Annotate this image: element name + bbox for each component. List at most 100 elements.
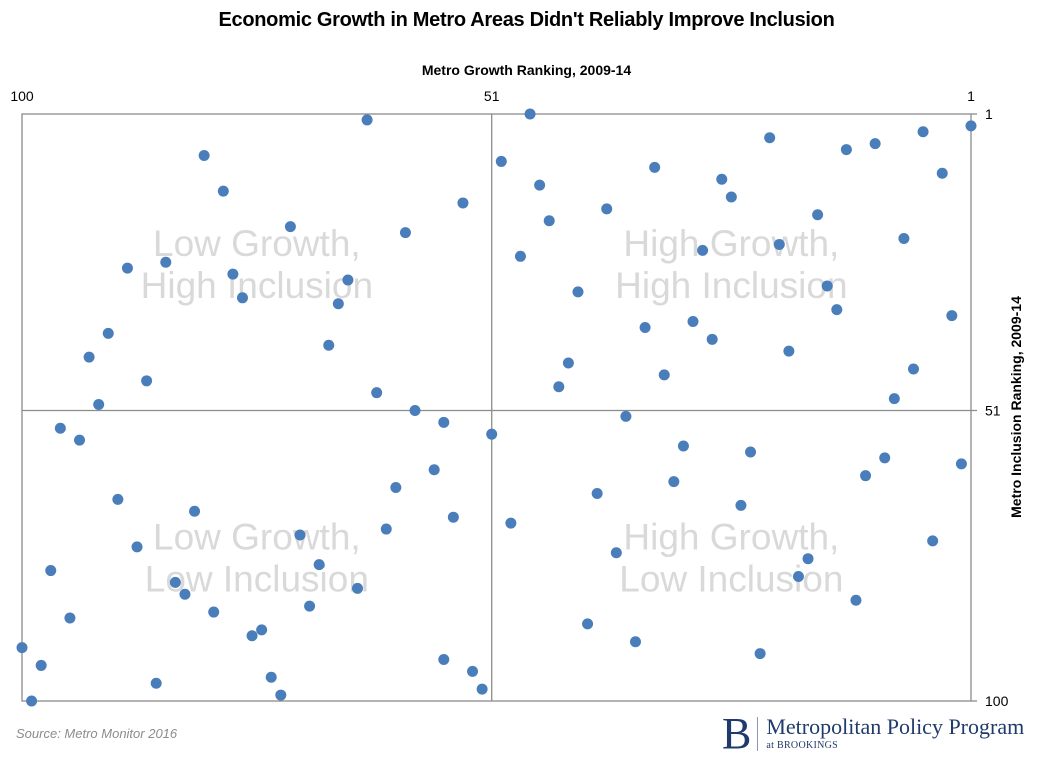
quadrant-label-line1: High Growth, <box>623 223 839 264</box>
quadrant-label-line1: High Growth, <box>623 517 839 558</box>
data-point <box>179 588 191 600</box>
quadrant-label-line2: High Inclusion <box>141 265 373 306</box>
data-point <box>93 399 105 411</box>
data-point <box>352 582 364 594</box>
quadrant-label-line1: Low Growth, <box>153 223 361 264</box>
data-point <box>45 565 57 577</box>
data-point <box>495 155 507 167</box>
data-point <box>208 606 220 618</box>
data-point <box>927 535 939 547</box>
data-point <box>169 576 181 588</box>
data-point <box>783 345 795 357</box>
data-point <box>965 120 977 132</box>
data-point <box>227 268 239 280</box>
data-point <box>562 357 574 369</box>
data-point <box>543 215 555 227</box>
quadrant-label-line2: High Inclusion <box>615 265 847 306</box>
data-point <box>812 209 824 221</box>
logo-divider <box>757 717 759 751</box>
x-tick-label: 51 <box>484 88 500 104</box>
data-point <box>246 630 258 642</box>
data-point <box>141 375 153 387</box>
x-tick-label: 1 <box>967 88 975 104</box>
y-tick-label: 51 <box>985 402 1001 418</box>
data-point <box>649 161 661 173</box>
data-point <box>792 570 804 582</box>
data-point <box>16 642 28 654</box>
data-point <box>907 363 919 375</box>
data-point <box>946 310 958 322</box>
data-point <box>217 185 229 197</box>
data-point <box>773 238 785 250</box>
data-point <box>112 493 124 505</box>
data-point <box>486 428 498 440</box>
data-point <box>189 505 201 517</box>
data-point <box>639 321 651 333</box>
data-point <box>284 221 296 233</box>
data-point <box>831 304 843 316</box>
data-point <box>735 499 747 511</box>
logo-letter: B <box>722 709 752 758</box>
y-tick-label: 1 <box>985 106 993 122</box>
data-point <box>869 138 881 150</box>
data-point <box>591 487 603 499</box>
data-point <box>677 440 689 452</box>
data-point <box>879 452 891 464</box>
data-point <box>83 351 95 363</box>
data-point <box>706 333 718 345</box>
data-point <box>390 482 402 494</box>
plot-frame <box>21 113 972 702</box>
data-point <box>754 648 766 660</box>
data-point <box>371 387 383 399</box>
data-point <box>668 476 680 488</box>
data-point <box>64 612 76 624</box>
data-point <box>850 594 862 606</box>
data-point <box>198 150 210 162</box>
data-point <box>505 517 517 529</box>
data-point <box>840 144 852 156</box>
data-point <box>160 256 172 268</box>
chart-title: Economic Growth in Metro Areas Didn't Re… <box>218 9 835 31</box>
quadrant-label-line1: Low Growth, <box>153 517 361 558</box>
data-point <box>658 369 670 381</box>
data-point <box>955 458 967 470</box>
data-point <box>620 410 632 422</box>
data-point <box>629 636 641 648</box>
data-point <box>457 197 469 209</box>
brookings-logo: B Metropolitan Policy Program at BROOKIN… <box>722 712 1024 756</box>
data-point <box>745 446 757 458</box>
data-point <box>821 280 833 292</box>
x-tick-label: 100 <box>10 88 34 104</box>
data-point <box>121 262 133 274</box>
data-point <box>131 541 143 553</box>
data-point <box>697 244 709 256</box>
data-point <box>610 547 622 559</box>
data-point <box>54 422 66 434</box>
y-tick-label: 100 <box>985 693 1009 709</box>
logo-subtitle: at BROOKINGS <box>766 740 839 751</box>
data-point <box>428 464 440 476</box>
data-point <box>256 624 268 636</box>
data-point <box>553 381 565 393</box>
x-axis-label: Metro Growth Ranking, 2009-14 <box>421 62 632 78</box>
data-point <box>860 470 872 482</box>
data-point <box>936 167 948 179</box>
data-point <box>898 233 910 245</box>
data-point <box>275 689 287 701</box>
data-point <box>764 132 776 144</box>
data-point <box>150 677 162 689</box>
quadrant-label-line2: Low Inclusion <box>619 559 843 600</box>
data-point <box>265 671 277 683</box>
data-point <box>438 416 450 428</box>
data-point <box>236 292 248 304</box>
data-point <box>514 250 526 262</box>
data-point <box>438 653 450 665</box>
data-point <box>524 108 536 120</box>
data-point <box>313 559 325 571</box>
data-point <box>447 511 459 523</box>
data-point <box>294 529 306 541</box>
data-point <box>917 126 929 138</box>
data-point <box>323 339 335 351</box>
data-point <box>399 227 411 239</box>
